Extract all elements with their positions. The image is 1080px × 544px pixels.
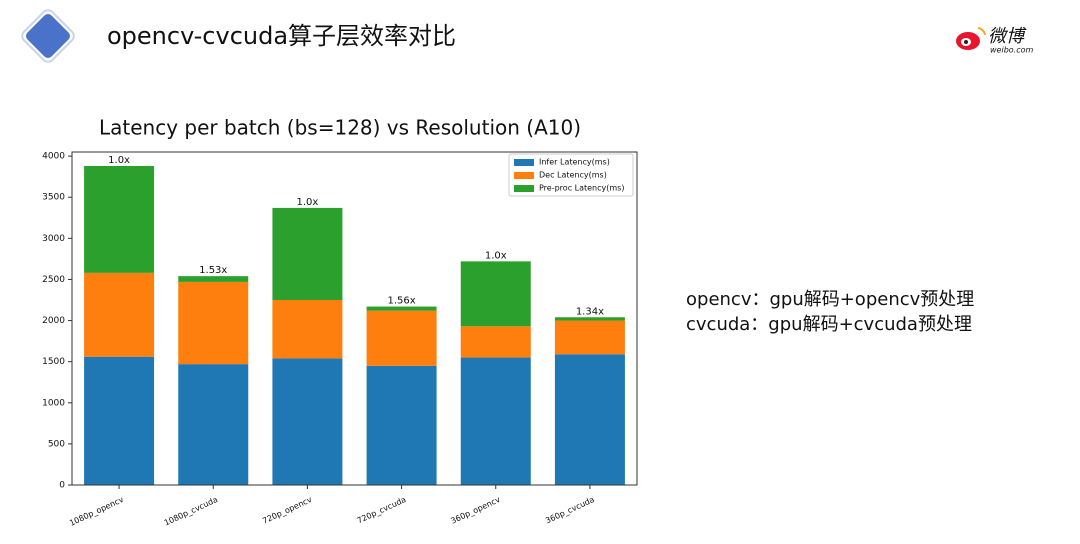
y-tick-label: 1000 (42, 398, 65, 408)
y-tick-label: 4000 (42, 152, 65, 162)
bar-segment (366, 310, 437, 366)
speedup-label: 1.0x (485, 250, 507, 261)
note: opencv：gpu解码+opencv预处理 (686, 289, 974, 310)
note: cvcuda：gpu解码+cvcuda预处理 (686, 314, 972, 335)
y-tick-label: 0 (59, 481, 65, 491)
y-tick-label: 1500 (42, 357, 65, 367)
bar-segment (554, 354, 625, 485)
bar-segment (84, 356, 155, 485)
speedup-label: 1.0x (108, 155, 130, 166)
legend-label: Dec Latency(ms) (539, 171, 607, 180)
y-tick-label: 2500 (42, 275, 65, 285)
slide-title: opencv-cvcuda算子层效率对比 (107, 22, 456, 50)
bar-segment (460, 326, 531, 358)
legend-swatch (514, 172, 534, 179)
legend: Infer Latency(ms) Dec Latency(ms) Pre-proc… (508, 153, 634, 197)
legend-swatch (514, 159, 534, 166)
speedup-label: 1.0x (297, 197, 319, 208)
y-tick-label: 500 (48, 439, 65, 449)
speedup-label: 1.53x (199, 265, 227, 276)
bar-segment (272, 300, 343, 359)
weibo-logo (956, 27, 986, 50)
bar-segment (554, 320, 625, 355)
bar-segment (554, 317, 625, 321)
bar-segment (366, 306, 437, 311)
legend-box (508, 153, 634, 197)
legend-label: Pre-proc Latency(ms) (539, 184, 624, 193)
bar-segment (178, 364, 249, 485)
y-tick-label: 2000 (42, 316, 65, 326)
y-tick-label: 3500 (42, 193, 65, 203)
speedup-label: 1.34x (576, 306, 604, 317)
bar-segment (272, 358, 343, 485)
bar-segment (366, 365, 437, 485)
bar-segment (84, 272, 155, 357)
bar-segment (178, 276, 249, 282)
bar-segment (178, 281, 249, 365)
logo-subtext: weibo.com (990, 46, 1033, 55)
chart-title: Latency per batch (bs=128) vs Resolution… (99, 116, 581, 140)
bar-segment (84, 165, 155, 273)
header-icon (21, 9, 75, 63)
y-tick-label: 3000 (42, 234, 65, 244)
bar-segment (460, 261, 531, 327)
speedup-label: 1.56x (387, 296, 415, 307)
bar-segment (272, 207, 343, 300)
logo-text: 微博 (988, 26, 1027, 47)
plot-frame (71, 151, 638, 486)
legend-swatch (514, 185, 534, 192)
legend-label: Infer Latency(ms) (539, 158, 610, 167)
bar-segment (460, 357, 531, 485)
